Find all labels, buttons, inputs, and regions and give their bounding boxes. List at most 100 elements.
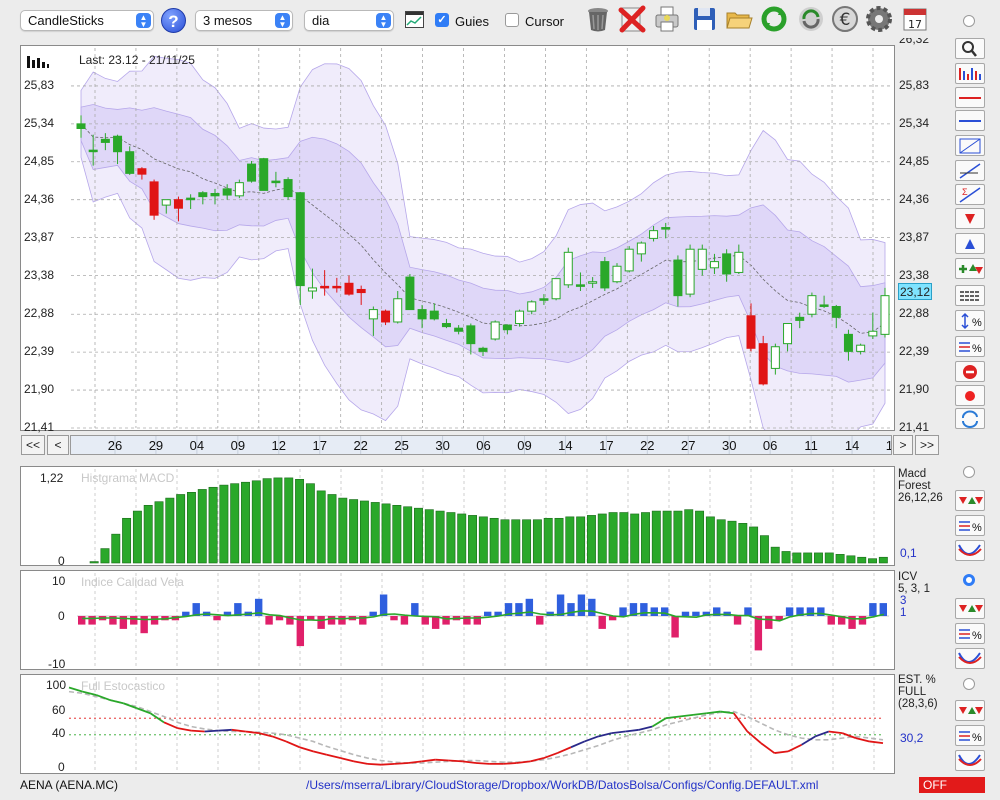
- candle-body: [831, 305, 841, 318]
- percent-line-icon[interactable]: %: [955, 623, 985, 644]
- delete-icon[interactable]: [617, 4, 647, 34]
- macd-bar: [576, 516, 586, 564]
- macd-bar: [176, 494, 186, 564]
- chart-type-select[interactable]: CandleSticks ▲ ▼: [20, 10, 154, 31]
- price-tick-left: 23,87: [24, 229, 55, 244]
- stoch-main-segment: [204, 729, 219, 733]
- arrow-down-icon[interactable]: [955, 208, 985, 229]
- horizontal-line-blue-icon[interactable]: [955, 110, 985, 131]
- percent-line-icon[interactable]: %: [955, 515, 985, 536]
- panel-radio[interactable]: [963, 466, 975, 478]
- percent-line-icon[interactable]: %: [955, 725, 985, 746]
- sync-arrows-icon[interactable]: [955, 408, 985, 429]
- calendar-icon[interactable]: 17: [900, 4, 930, 34]
- stoch-main-segment: [408, 760, 422, 764]
- candle-body: [502, 324, 512, 331]
- price-tick-left: 25,34: [24, 115, 55, 130]
- stoch-main-segment: [231, 728, 246, 733]
- date-axis[interactable]: 2629040912172225300609141722273006111419: [70, 435, 892, 455]
- curve-cross-icon[interactable]: [955, 540, 985, 561]
- open-folder-icon[interactable]: [724, 4, 754, 34]
- icv-bar: [473, 616, 481, 625]
- sum-line-icon[interactable]: Σ: [955, 184, 985, 205]
- icv-ytick-zero: 0: [58, 609, 65, 623]
- stoch-main-segment: [855, 737, 870, 743]
- trash-icon[interactable]: [583, 4, 613, 34]
- record-icon[interactable]: [955, 385, 985, 406]
- macd-bar: [327, 494, 337, 564]
- stoch-main-segment: [122, 702, 138, 710]
- price-tick-right: 22,88: [899, 306, 930, 321]
- stoch-main-segment: [787, 743, 802, 753]
- curve-cross-icon[interactable]: [955, 648, 985, 669]
- stoch-main-segment: [720, 710, 734, 715]
- stoch-main-segment: [394, 762, 409, 765]
- macd-bar: [846, 555, 856, 564]
- add-arrows-icon[interactable]: [955, 490, 985, 511]
- chart-window-icon[interactable]: [405, 11, 424, 28]
- stoch-main-segment: [245, 730, 260, 735]
- stoch-main-segment: [421, 758, 436, 763]
- off-toggle[interactable]: OFF: [919, 777, 985, 793]
- add-arrows-icon[interactable]: [955, 700, 985, 721]
- stoch-main-segment: [312, 750, 327, 756]
- toolbar-radio[interactable]: [963, 15, 975, 27]
- candle-body: [295, 192, 305, 287]
- candle-body: [661, 227, 671, 230]
- grid-lines-icon[interactable]: [955, 285, 985, 306]
- sync-icon[interactable]: [796, 4, 826, 34]
- macd-bar: [262, 478, 272, 564]
- scroll-first-button[interactable]: <<: [21, 435, 45, 455]
- scroll-last-button[interactable]: >>: [915, 435, 939, 455]
- macd-bar: [500, 519, 510, 564]
- icv-bar: [827, 616, 835, 625]
- help-icon[interactable]: ?: [161, 8, 186, 33]
- scroll-next-button[interactable]: >: [893, 435, 913, 455]
- macd-bar: [349, 499, 359, 564]
- stoch-main-segment: [177, 727, 192, 732]
- macd-bar: [651, 510, 661, 564]
- currency-icon[interactable]: €: [830, 4, 860, 34]
- trend-line-icon[interactable]: [955, 160, 985, 181]
- candle-body: [673, 259, 683, 297]
- print-icon[interactable]: [652, 4, 682, 34]
- config-path[interactable]: /Users/mserra/Library/CloudStorage/Dropb…: [306, 778, 819, 792]
- horizontal-line-red-icon[interactable]: [955, 87, 985, 108]
- candle-body: [210, 192, 220, 197]
- candle-body: [454, 327, 464, 332]
- save-icon[interactable]: [689, 4, 719, 34]
- cursor-checkbox[interactable]: [505, 13, 519, 27]
- no-entry-icon[interactable]: [955, 361, 985, 382]
- refresh-icon[interactable]: [759, 4, 789, 34]
- guides-checkbox[interactable]: ✓: [435, 13, 449, 27]
- period-select[interactable]: 3 mesos ▲ ▼: [195, 10, 293, 31]
- icv-bar: [327, 616, 336, 625]
- fibonacci-icon[interactable]: [955, 135, 985, 156]
- panel-radio[interactable]: [963, 574, 975, 586]
- icv-bar: [702, 611, 711, 616]
- arrow-up-icon[interactable]: [955, 233, 985, 254]
- gear-icon[interactable]: [864, 4, 894, 34]
- icv-bar: [567, 603, 575, 616]
- scroll-prev-button[interactable]: <: [47, 435, 69, 455]
- candle-body: [441, 323, 451, 328]
- percent-line-icon[interactable]: %: [955, 336, 985, 357]
- percent-range-icon[interactable]: %: [955, 310, 985, 331]
- candle-body: [173, 199, 183, 209]
- svg-text:%: %: [972, 630, 982, 642]
- candle-body: [137, 168, 147, 175]
- panel-radio[interactable]: [963, 678, 975, 690]
- candle-body: [880, 295, 890, 335]
- bar-chart-icon[interactable]: [955, 63, 985, 84]
- add-arrows-icon[interactable]: [955, 258, 985, 279]
- macd-bar: [824, 552, 834, 564]
- interval-select[interactable]: dia ▲ ▼: [304, 10, 394, 31]
- price-tick-left: 21,41: [24, 420, 55, 434]
- curve-cross-icon[interactable]: [955, 750, 985, 771]
- add-arrows-icon[interactable]: [955, 598, 985, 619]
- price-tick-right: 21,90: [899, 382, 930, 397]
- candle-body: [770, 346, 780, 369]
- zoom-icon[interactable]: [955, 38, 985, 59]
- price-tick-left: 22,88: [24, 306, 55, 321]
- icv-bar: [577, 594, 586, 616]
